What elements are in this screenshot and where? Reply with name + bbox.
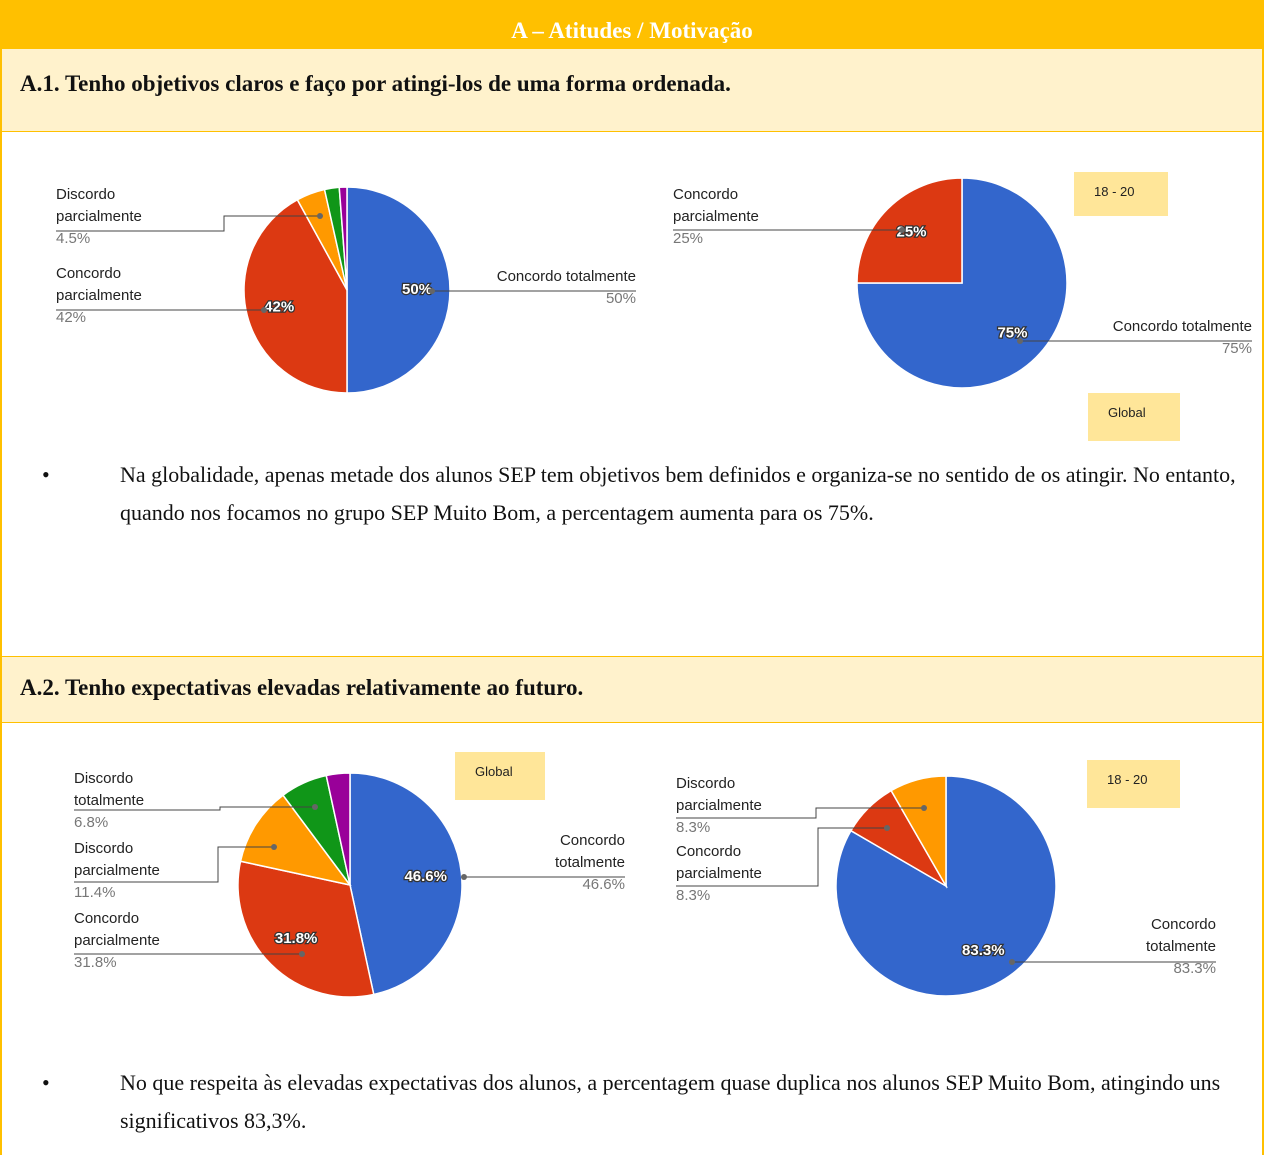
leader-dot: [261, 307, 267, 313]
label-value: 4.5%: [56, 230, 91, 247]
section-title: A.2. Tenho expectativas elevadas relativ…: [20, 675, 584, 700]
section-title: A.1. Tenho objetivos claros e faço por a…: [20, 71, 731, 96]
leader-dot: [299, 951, 305, 957]
leader-line: [74, 806, 315, 811]
slice-label: 25%: [896, 223, 926, 240]
leader-dot: [921, 805, 927, 811]
legend-label: Concordo parcialmente 42%: [56, 263, 176, 329]
pie-slice: [346, 186, 451, 394]
slice-label: 31.8%: [275, 930, 318, 947]
bullet-text: Na globalidade, apenas metade dos alunos…: [120, 462, 1236, 525]
leader-dot: [461, 874, 467, 880]
legend-label: Discordo parcialmente 4.5%: [56, 184, 176, 250]
leader-line: [676, 807, 924, 819]
leader-dot: [312, 804, 318, 810]
pie-slice: [239, 794, 352, 887]
chart-tag: 18 - 20: [1087, 760, 1180, 808]
slice-label: 42%: [264, 298, 294, 315]
label-name: Concordo totalmente: [1112, 318, 1252, 335]
leader-dot: [429, 288, 435, 294]
legend-label: Concordo parcialmente 31.8%: [74, 908, 194, 974]
label-value: 46.6%: [582, 876, 625, 893]
legend-label: Concordo totalmente 50%: [466, 266, 636, 310]
label-value: 11.4%: [74, 884, 116, 901]
label-value: 31.8%: [74, 954, 117, 971]
pie-slice: [856, 177, 1068, 389]
label-value: 50%: [605, 290, 636, 307]
leader-line: [676, 827, 887, 887]
pie-slice: [338, 186, 348, 291]
leader-dot: [899, 227, 905, 233]
label-value: 83.3%: [1173, 960, 1216, 977]
pie-slice: [349, 772, 463, 996]
pie-slice: [890, 775, 947, 889]
legend-label: Concordo parcialmente 25%: [673, 184, 793, 250]
label-name: Discordo parcialmente: [676, 775, 762, 814]
label-value: 42%: [56, 309, 87, 326]
label-name: Discordo parcialmente: [74, 840, 160, 879]
section-band: A.1. Tenho objetivos claros e faço por a…: [2, 48, 1262, 132]
pie-slice: [243, 198, 348, 394]
leader-dot: [1009, 959, 1015, 965]
label-value: 25%: [673, 230, 704, 247]
legend-label: Concordo totalmente 46.6%: [515, 830, 625, 896]
label-name: Concordo parcialmente: [56, 265, 142, 304]
pie-slice: [325, 772, 351, 886]
legend-label: Concordo totalmente 83.3%: [1106, 914, 1216, 980]
section-band: A.2. Tenho expectativas elevadas relativ…: [2, 656, 1262, 723]
pie-slice: [237, 860, 375, 998]
slice-label: 46.6%: [404, 868, 447, 885]
label-value: 6.8%: [74, 814, 109, 831]
label-value: 8.3%: [676, 887, 711, 904]
header: A – Atitudes / Motivação: [2, 0, 1262, 48]
label-name: Discordo totalmente: [74, 770, 145, 809]
label-name: Concordo parcialmente: [673, 186, 759, 225]
label-name: Concordo parcialmente: [676, 843, 762, 882]
legend-label: Concordo totalmente 75%: [1082, 316, 1252, 360]
leader-line: [56, 215, 320, 232]
legend-label: Discordo parcialmente 11.4%: [74, 838, 194, 904]
label-name: Concordo totalmente: [554, 832, 625, 871]
legend-label: Concordo parcialmente 8.3%: [676, 841, 796, 907]
leader-dot: [1017, 338, 1023, 344]
label-name: Concordo parcialmente: [74, 910, 160, 949]
bullet-text: No que respeita às elevadas expectativas…: [120, 1070, 1221, 1133]
leader-dot: [884, 825, 890, 831]
leader-line: [74, 846, 274, 883]
slice-label: 75%: [997, 324, 1027, 341]
chart-tag: 18 - 20: [1074, 172, 1168, 216]
leader-dot: [317, 213, 323, 219]
label-value: 8.3%: [676, 819, 711, 836]
label-name: Discordo parcialmente: [56, 186, 142, 225]
leader-dot: [271, 844, 277, 850]
chart-tag: Global: [455, 752, 545, 800]
label-name: Concordo totalmente: [496, 268, 636, 285]
slice-label: 83.3%: [962, 942, 1005, 959]
pie-slice: [856, 177, 963, 284]
label-value: 75%: [1221, 340, 1252, 357]
chart-tag: Global: [1088, 393, 1180, 441]
legend-label: Discordo totalmente 6.8%: [74, 768, 184, 834]
legend-label: Discordo parcialmente 8.3%: [676, 773, 796, 839]
slice-label: 50%: [402, 281, 432, 298]
label-name: Concordo totalmente: [1145, 916, 1216, 955]
